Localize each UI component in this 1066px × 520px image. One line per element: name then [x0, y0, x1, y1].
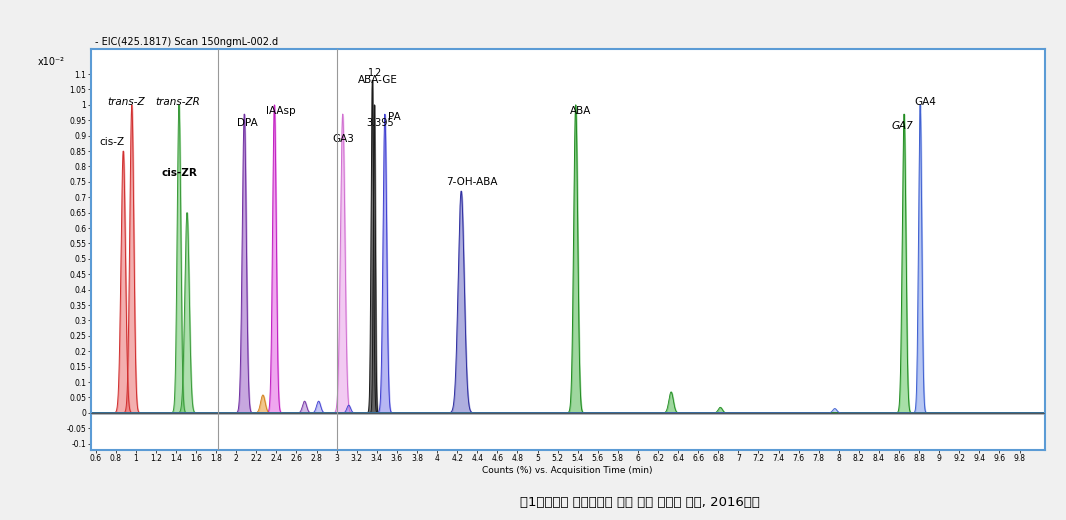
Text: cis-ZR: cis-ZR: [162, 167, 198, 178]
Text: 3.395: 3.395: [367, 119, 394, 128]
Text: GA7: GA7: [891, 122, 914, 132]
Text: 1: 1: [368, 68, 374, 77]
Text: - EIC(425.1817) Scan 150ngmL-002.d: - EIC(425.1817) Scan 150ngmL-002.d: [95, 37, 278, 47]
Text: IAAsp: IAAsp: [266, 106, 296, 116]
X-axis label: Counts (%) vs. Acquisition Time (min): Counts (%) vs. Acquisition Time (min): [483, 466, 652, 475]
Text: 7-OH-ABA: 7-OH-ABA: [446, 177, 497, 187]
Text: ABA-GE: ABA-GE: [358, 75, 398, 85]
Text: 2: 2: [374, 68, 381, 77]
Text: trans-Z: trans-Z: [108, 97, 145, 107]
Text: GA4: GA4: [915, 97, 937, 107]
Text: trans-ZR: trans-ZR: [156, 97, 200, 107]
Text: PA: PA: [388, 112, 401, 122]
Text: GA3: GA3: [333, 134, 355, 144]
Text: DPA: DPA: [237, 119, 258, 128]
Text: cis-Z: cis-Z: [99, 137, 125, 147]
Text: ＜1년차에서 표준물질에 대한 정성 분석법 확립, 2016년＞: ＜1년차에서 표준물질에 대한 정성 분석법 확립, 2016년＞: [519, 496, 760, 509]
Text: x10⁻²: x10⁻²: [38, 57, 65, 68]
Text: ABA: ABA: [570, 106, 592, 116]
